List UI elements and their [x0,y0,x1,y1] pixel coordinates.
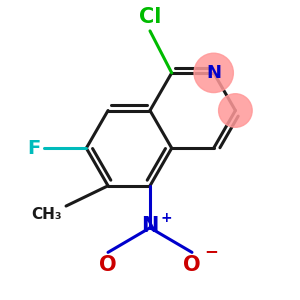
Text: Cl: Cl [139,7,161,27]
Text: CH₃: CH₃ [31,208,62,223]
Circle shape [219,94,252,127]
Circle shape [194,53,233,93]
Text: F: F [27,139,40,158]
Text: O: O [183,255,201,275]
Text: O: O [99,255,117,275]
Text: N: N [141,216,159,236]
Text: −: − [204,242,218,260]
Text: +: + [160,211,172,225]
Text: N: N [206,64,221,82]
